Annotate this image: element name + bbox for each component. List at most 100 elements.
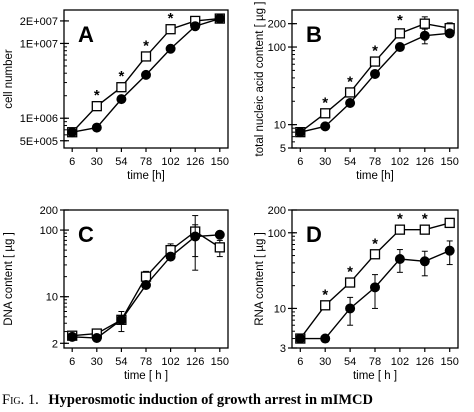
- panel-c-xtick-label: 126: [186, 356, 204, 368]
- panel-a-point-circle: [165, 43, 176, 54]
- panel-d-ytick-label: 10: [274, 303, 286, 315]
- panel-a-point-circle: [67, 127, 78, 138]
- panel-d-xtick-label: 54: [344, 356, 356, 368]
- panel-a-xtick-label: 30: [91, 156, 103, 168]
- panel-b-ytick-label: 200: [268, 19, 286, 31]
- panel-d-point-circle: [320, 333, 331, 344]
- panel-b-point-circle: [345, 98, 356, 109]
- panel-a-series-filled-circle: [67, 13, 225, 138]
- panel-d-ytick-label: 100: [268, 228, 286, 240]
- panel-d-xtick-label: 30: [319, 356, 331, 368]
- panel-a-point-circle: [214, 13, 225, 24]
- panel-d-xtick-label: 126: [416, 356, 434, 368]
- panel-c-xtick-label: 6: [69, 356, 75, 368]
- panel-b-xtick-label: 6: [297, 156, 303, 168]
- panel-d-significance-star: *: [322, 286, 328, 303]
- panel-d-point-circle: [444, 245, 455, 256]
- panel-c-x-axis-title: time [ h ]: [124, 370, 168, 382]
- panel-c-xtick-label: 30: [91, 356, 103, 368]
- panel-b-significance-star: *: [397, 12, 403, 29]
- panel-b-point-circle: [394, 42, 405, 53]
- panel-d-point-square: [369, 249, 381, 260]
- panel-a-xtick-label: 54: [115, 156, 127, 168]
- panel-a-letter: A: [78, 22, 94, 47]
- panel-d-y-axis-title: RNA content [ µg ]: [254, 232, 266, 326]
- panel-c-point-circle: [91, 333, 102, 344]
- panel-c-point-circle: [190, 231, 201, 242]
- panel-d-point-circle: [370, 282, 380, 293]
- panel-d-letter: D: [306, 222, 322, 247]
- panel-a-point-square: [91, 101, 102, 112]
- panel-a-significance-star: *: [94, 87, 100, 104]
- panel-a-ytick-label: 5E+005: [20, 136, 58, 148]
- panel-d-xtick-label: 78: [369, 356, 381, 368]
- panel-a-significance-star: *: [168, 10, 174, 27]
- panel-b-significance-star: *: [347, 73, 353, 90]
- panel-d-significance-star: *: [422, 211, 428, 228]
- panel-d-point-circle: [394, 254, 405, 265]
- panel-d-plot: 3 10 100 200 6 30 54 78 102 126 150 time [ h ] RNA c…: [254, 205, 459, 382]
- panel-b-point-square: [369, 56, 381, 67]
- panel-d-point-circle: [295, 333, 306, 344]
- panel-c-point-square: [140, 271, 152, 282]
- panel-d-ytick-label: 200: [268, 205, 286, 217]
- panel-b-xtick-label: 102: [391, 156, 409, 168]
- panel-a-plot: 5E+005 1E+006 1E+007 2E+007 6 30 54 78 102 126 150…: [3, 9, 229, 182]
- panel-b-xtick-label: 78: [369, 156, 381, 168]
- panel-b-significance-star: *: [372, 43, 378, 60]
- panel-c-point-circle: [165, 251, 176, 262]
- panel-b-significance-star: *: [322, 94, 328, 111]
- panel-d-point-circle: [419, 256, 430, 267]
- panel-b-point-square: [344, 87, 356, 98]
- panel-d-x-axis-title: time [ h ]: [353, 370, 397, 382]
- panel-d-point-circle: [345, 303, 356, 314]
- panel-a-significance-star: *: [118, 68, 124, 85]
- panel-b-point-circle: [320, 121, 331, 132]
- panel-a-point-circle: [91, 122, 102, 133]
- panel-c-y-axis-title: DNA content [ µg ]: [3, 232, 15, 326]
- panel-a-ytick-label: 1E+006: [20, 113, 58, 125]
- panel-a-y-axis-title: cell number: [3, 49, 15, 109]
- panel-c-ytick-label: 200: [40, 205, 58, 217]
- panel-c-ytick-label: 100: [40, 225, 58, 237]
- panel-c-xtick-label: 102: [161, 356, 179, 368]
- panel-a-xtick-label: 78: [140, 156, 152, 168]
- panel-d-xtick-label: 150: [441, 356, 459, 368]
- panel-d-ytick-label: 3: [280, 343, 286, 355]
- panel-d-xtick-label: 102: [391, 356, 409, 368]
- panel-d-point-square: [344, 277, 356, 288]
- panel-b-point-square: [394, 28, 406, 39]
- panel-a-significance-star: *: [143, 37, 149, 54]
- panel-b-point-square: [320, 108, 331, 119]
- panel-b-y-axis-title: total nucleic acid content [ µg ]: [254, 2, 266, 157]
- caption-label: Fig. 1.: [2, 392, 39, 408]
- panel-d-series-filled-circle: [295, 240, 455, 344]
- panel-c-point-circle: [116, 314, 127, 325]
- panel-d-point-square: [419, 224, 430, 235]
- caption-title: Hyperosmotic induction of growth arrest …: [48, 392, 373, 408]
- panel-c-point-circle: [141, 279, 151, 290]
- panel-c-point-circle: [214, 229, 225, 240]
- panel-c-ytick-label: 10: [46, 292, 58, 304]
- panel-b-point-circle: [419, 30, 430, 41]
- panel-b-point-circle: [295, 127, 306, 138]
- panel-a-point-circle: [190, 21, 201, 32]
- panel-b-ytick-label: 5: [280, 143, 286, 155]
- panel-d-significance-star: *: [372, 235, 378, 252]
- panel-a-point-square: [116, 82, 127, 93]
- panel-b-x-axis-title: time [h]: [356, 170, 394, 182]
- panel-d-significance-star: *: [397, 211, 403, 228]
- panel-c-point-circle: [67, 331, 78, 342]
- panel-d-significance-star: *: [347, 264, 353, 281]
- panel-a-point-square: [165, 24, 176, 35]
- panel-b-xtick-label: 150: [441, 156, 459, 168]
- panel-c-series-filled-circle: [67, 224, 225, 344]
- panel-b-xtick-label: 126: [416, 156, 434, 168]
- panel-a-point-circle: [116, 94, 127, 105]
- panel-c-xtick-label: 150: [211, 356, 229, 368]
- panel-d-point-square: [320, 300, 331, 311]
- panel-a-xtick-label: 102: [161, 156, 179, 168]
- panel-a-point-circle: [141, 69, 151, 80]
- panel-b-plot: 5 10 100 200 6 30 54 78 102 126 150 time [h] total n…: [254, 2, 459, 182]
